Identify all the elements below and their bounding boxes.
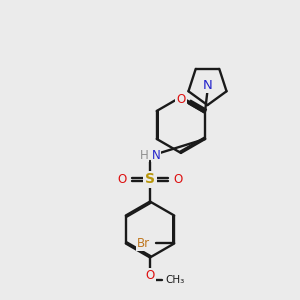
Text: S: S	[145, 172, 155, 186]
Text: O: O	[174, 173, 183, 186]
Text: N: N	[202, 79, 212, 92]
Text: H: H	[140, 149, 148, 162]
Text: CH₃: CH₃	[165, 275, 184, 285]
Text: O: O	[177, 93, 186, 106]
Text: O: O	[146, 269, 154, 282]
Text: O: O	[117, 173, 126, 186]
Text: N: N	[152, 149, 160, 162]
Text: Br: Br	[137, 237, 150, 250]
